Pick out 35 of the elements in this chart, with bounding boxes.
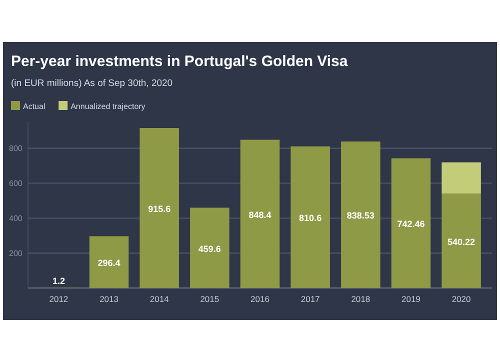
bar [140,128,179,288]
data-label: 838.53 [346,210,374,221]
legend-label: Actual [23,102,46,111]
x-tick-label: 2020 [452,294,472,304]
y-tick-label: 800 [9,144,23,154]
data-label: 1.2 [52,276,65,286]
data-label: 296.4 [98,258,120,268]
bar [391,158,431,288]
x-tick-label: 2015 [200,294,220,304]
x-tick-label: 2014 [150,294,170,304]
legend-label: Annualized trajectory [70,102,146,111]
x-tick-label: 2019 [402,294,421,304]
bar [341,141,380,288]
bar [190,208,230,288]
bar [89,236,129,288]
data-label: 459.6 [198,244,221,254]
data-label: 848.4 [248,210,272,220]
x-tick-label: 2018 [351,294,370,304]
x-tick-label: 2017 [300,294,320,304]
y-tick-label: 600 [9,179,23,188]
y-tick-label: 200 [9,249,23,258]
bar [290,146,330,288]
chart-subtitle: (in EUR millions) As of Sep 30th, 2020 [11,78,173,89]
y-tick-label: 400 [9,214,23,224]
data-label: 810.6 [299,213,322,224]
data-label: 742.46 [397,219,425,230]
data-label: 540.22 [448,236,476,247]
bar [442,194,481,288]
bar [442,162,481,194]
x-tick-label: 2013 [100,294,119,304]
bar [240,140,280,288]
data-label: 915.6 [148,204,171,214]
chart-title: Per-year investments in Portugal's Golden Visa [11,53,348,70]
x-tick-label: 2012 [49,294,68,304]
x-tick-label: 2016 [250,294,270,304]
